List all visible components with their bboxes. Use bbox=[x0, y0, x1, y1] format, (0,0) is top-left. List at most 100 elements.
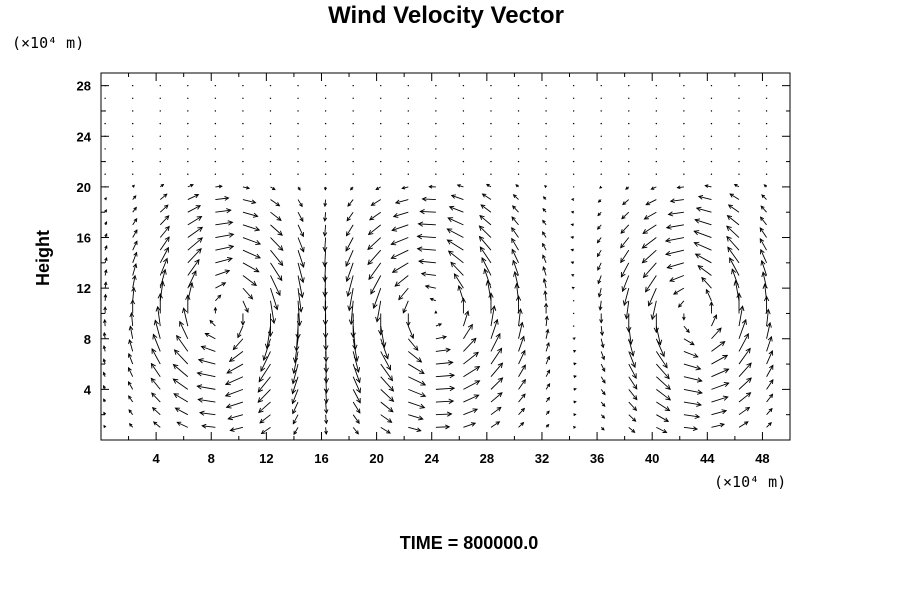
wind-vector bbox=[727, 204, 740, 213]
wind-vector bbox=[570, 248, 574, 252]
wind-vector bbox=[297, 275, 305, 299]
y-tick-label: 16 bbox=[77, 231, 91, 246]
wind-vector bbox=[128, 409, 134, 415]
wind-vector bbox=[352, 414, 360, 425]
wind-vector bbox=[174, 407, 189, 416]
wind-vector bbox=[187, 281, 194, 301]
wind-vector bbox=[407, 122, 409, 125]
wind-vector bbox=[545, 383, 551, 390]
wind-vector bbox=[597, 262, 602, 271]
wind-vector bbox=[727, 246, 740, 264]
wind-vector bbox=[196, 384, 216, 390]
wind-vector bbox=[545, 341, 550, 352]
wind-vector bbox=[709, 301, 714, 314]
wind-vector bbox=[600, 122, 602, 125]
wind-vector bbox=[483, 268, 492, 289]
wind-vector bbox=[416, 233, 436, 240]
wind-vector bbox=[435, 110, 437, 112]
wind-vector bbox=[693, 241, 712, 251]
wind-vector bbox=[173, 393, 189, 403]
wind-vector bbox=[463, 351, 479, 365]
wind-vector bbox=[765, 122, 768, 125]
wind-vector bbox=[485, 279, 492, 301]
wind-vector bbox=[462, 148, 465, 150]
wind-vector bbox=[733, 183, 740, 188]
wind-vector bbox=[214, 135, 217, 137]
wind-vector bbox=[323, 199, 328, 208]
wind-vector bbox=[103, 424, 107, 429]
wind-vector bbox=[650, 300, 657, 321]
wind-vector bbox=[297, 250, 305, 268]
wind-vector bbox=[600, 351, 606, 361]
wind-vector bbox=[181, 307, 189, 327]
wind-vector bbox=[408, 363, 425, 375]
wind-vector bbox=[435, 122, 437, 125]
wind-vector bbox=[766, 335, 773, 352]
wind-vector bbox=[297, 110, 299, 112]
wind-vector bbox=[545, 148, 547, 150]
wind-vector bbox=[242, 160, 244, 163]
wind-vector bbox=[187, 84, 189, 87]
wind-vector bbox=[187, 270, 197, 289]
wind-vector bbox=[197, 358, 216, 365]
wind-vector bbox=[270, 237, 284, 252]
wind-vector bbox=[297, 262, 305, 284]
wind-vector bbox=[103, 293, 108, 301]
wind-vector bbox=[683, 426, 699, 431]
wind-vector bbox=[346, 275, 354, 298]
wind-vector bbox=[628, 84, 630, 87]
wind-vector bbox=[293, 427, 299, 436]
wind-vector bbox=[159, 215, 170, 226]
wind-vector bbox=[104, 269, 108, 276]
wind-vector bbox=[683, 160, 685, 163]
wind-vector bbox=[759, 227, 767, 238]
wind-vector bbox=[738, 305, 745, 327]
wind-vector bbox=[242, 110, 244, 112]
wind-vector bbox=[462, 135, 465, 137]
wind-vector bbox=[292, 401, 299, 415]
wind-vector bbox=[463, 394, 480, 403]
wind-vector bbox=[157, 292, 163, 314]
wind-vector bbox=[600, 84, 602, 87]
wind-vector bbox=[704, 184, 712, 188]
wind-vector bbox=[695, 206, 712, 213]
wind-vector bbox=[693, 230, 712, 238]
wind-vector bbox=[352, 110, 354, 112]
x-tick-label: 8 bbox=[208, 451, 215, 466]
wind-vector bbox=[545, 110, 547, 112]
wind-vector bbox=[545, 84, 547, 87]
x-tick-label: 44 bbox=[700, 451, 715, 466]
wind-vector bbox=[267, 313, 274, 338]
wind-vector bbox=[407, 338, 419, 352]
wind-vector bbox=[542, 207, 547, 213]
wind-vector bbox=[200, 345, 216, 352]
wind-vector bbox=[378, 313, 384, 336]
y-tick-label: 12 bbox=[77, 281, 91, 296]
wind-vector bbox=[517, 160, 520, 163]
wind-vector bbox=[490, 305, 497, 327]
wind-vector bbox=[625, 186, 630, 190]
wind-vector bbox=[150, 377, 161, 390]
wind-vector bbox=[480, 204, 492, 213]
wind-vector bbox=[570, 198, 575, 202]
wind-vector bbox=[322, 275, 328, 298]
wind-vector bbox=[131, 148, 134, 150]
wind-vector bbox=[392, 211, 409, 218]
wind-vector bbox=[463, 422, 477, 428]
wind-vector bbox=[214, 97, 217, 100]
wind-vector bbox=[664, 249, 684, 257]
wind-vector bbox=[490, 377, 504, 390]
wind-vector bbox=[295, 313, 301, 340]
wind-vector bbox=[447, 250, 464, 264]
wind-vector bbox=[655, 160, 658, 163]
wind-vector bbox=[408, 376, 427, 386]
wind-vector bbox=[760, 205, 767, 213]
wind-vector bbox=[408, 401, 426, 409]
wind-vector bbox=[645, 275, 657, 293]
wind-vector bbox=[104, 135, 106, 137]
wind-vector bbox=[127, 366, 134, 377]
wind-vector bbox=[324, 401, 329, 415]
wind-vector bbox=[435, 135, 437, 137]
wind-vector bbox=[291, 351, 299, 375]
wind-vector bbox=[511, 248, 519, 264]
